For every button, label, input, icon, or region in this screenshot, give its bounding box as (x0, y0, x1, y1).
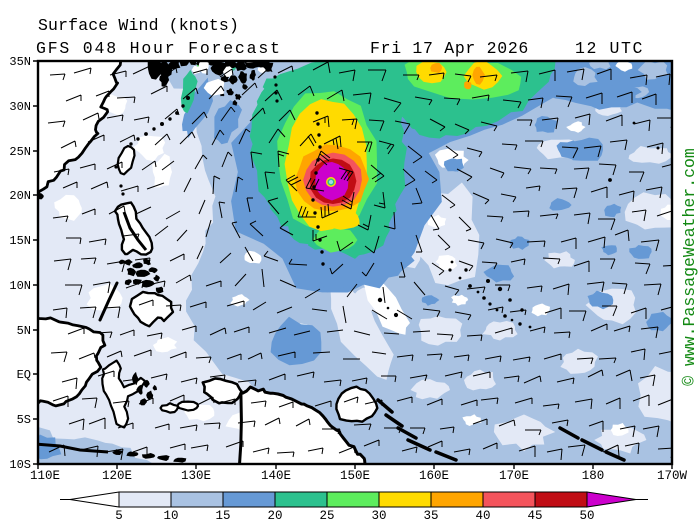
svg-text:30: 30 (371, 509, 386, 523)
svg-text:170E: 170E (499, 469, 529, 483)
svg-text:160E: 160E (419, 469, 449, 483)
svg-text:120E: 120E (102, 469, 132, 483)
svg-text:40: 40 (475, 509, 490, 523)
svg-text:35: 35 (423, 509, 438, 523)
svg-text:170W: 170W (657, 469, 688, 483)
svg-text:15N: 15N (9, 234, 31, 248)
svg-text:20N: 20N (9, 189, 31, 203)
svg-text:50: 50 (579, 509, 594, 523)
svg-text:150E: 150E (340, 469, 370, 483)
svg-text:35N: 35N (9, 55, 31, 69)
svg-text:Fri 17 Apr 2026: Fri 17 Apr 2026 (370, 39, 529, 58)
svg-text:5S: 5S (17, 413, 31, 427)
svg-text:© www.PassageWeather.com: © www.PassageWeather.com (680, 148, 699, 386)
svg-text:25N: 25N (9, 145, 31, 159)
svg-text:110E: 110E (30, 469, 60, 483)
svg-text:5N: 5N (17, 324, 31, 338)
svg-text:EQ: EQ (17, 368, 31, 382)
svg-text:10S: 10S (9, 458, 31, 472)
svg-text:GFS 048 Hour Forecast: GFS 048 Hour Forecast (36, 39, 282, 58)
svg-text:12 UTC: 12 UTC (575, 39, 644, 58)
svg-text:140E: 140E (261, 469, 291, 483)
svg-text:25: 25 (319, 509, 334, 523)
svg-text:30N: 30N (9, 100, 31, 114)
svg-text:45: 45 (527, 509, 542, 523)
svg-text:20: 20 (267, 509, 282, 523)
svg-text:10: 10 (163, 509, 178, 523)
svg-text:15: 15 (215, 509, 230, 523)
svg-text:Surface Wind (knots): Surface Wind (knots) (38, 16, 239, 35)
svg-text:130E: 130E (181, 469, 211, 483)
svg-text:10N: 10N (9, 279, 31, 293)
svg-text:5: 5 (115, 509, 123, 523)
svg-text:180: 180 (582, 469, 605, 483)
